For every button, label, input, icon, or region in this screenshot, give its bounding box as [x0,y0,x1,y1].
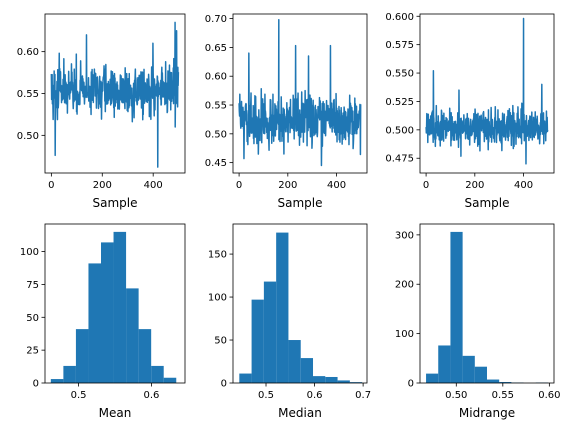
hist-mean-axes: 0.5 0.6 0 25 50 75 100 Mean [20,223,186,420]
hist-mean-bar-5 [113,231,127,383]
hist-median-xtick-label-1: 0.6 [307,390,323,401]
trace-median-axes: 0 200 400 0.45 0.50 0.55 0.60 0.65 0.70 Sample [205,13,368,210]
trace-midrange-ytick-label-4: 0.575 [385,40,414,51]
hist-median-bar-5 [300,358,314,383]
hist-median-bar-7 [325,376,338,383]
hist-median-ytick-label-1: 50 [214,336,227,347]
hist-median-bar-9 [349,382,363,383]
hist-median-bar-8 [337,380,350,383]
hist-mean-bar-4 [101,242,114,383]
hist-median-bar-2 [263,281,277,383]
hist-midrange-ytick-label-1: 100 [395,329,414,340]
hist-median-xtick-label-0: 0.5 [258,390,274,401]
hist-mean-bar-1 [63,365,76,383]
trace-midrange-axes: 0 200 400 0.475 0.500 0.525 0.550 0.575 0.600 Sam… [385,12,555,210]
trace-median-ytick-label-2: 0.55 [205,101,227,112]
hist-mean-bar-3 [88,263,101,383]
hist-mean-ytick-label-0: 0 [33,379,39,390]
trace-median-xtick-label-0: 0 [236,180,242,191]
trace-median-ytick-label-5: 0.70 [205,14,227,25]
trace-mean-ytick-label-1: 0.55 [17,89,39,100]
hist-midrange-xtick-label-0: 0.50 [445,390,467,401]
trace-midrange-ytick-label-5: 0.600 [385,12,414,23]
trace-midrange-xtick-label-0: 0 [423,180,429,191]
hist-mean-bar-0 [50,379,64,383]
hist-midrange-ytick-label-3: 300 [395,230,414,241]
hist-mean-xtick-label-0: 0.5 [71,390,87,401]
hist-median-xlabel: Median [278,406,322,420]
hist-midrange-bar-1 [438,345,451,383]
hist-mean-bar-8 [151,365,164,383]
trace-midrange-xlabel: Sample [465,196,510,210]
trace-median-ytick-label-1: 0.50 [205,129,227,140]
hist-median-bar-0 [239,373,252,383]
trace-midrange-ytick-label-2: 0.525 [385,97,414,108]
trace-midrange-ytick-label-1: 0.500 [385,125,414,136]
hist-median-xtick-label-2: 0.7 [355,390,371,401]
hist-mean-bar-7 [138,329,152,383]
hist-midrange-xtick-label-2: 0.60 [538,390,560,401]
hist-median-ytick-label-0: 0 [221,379,227,390]
trace-mean-series-line [50,21,180,168]
hist-median-ytick-label-2: 100 [208,293,227,304]
trace-midrange-frame [419,13,555,174]
trace-median-ytick-label-3: 0.60 [205,72,227,83]
hist-median-ytick-label-3: 150 [208,250,227,261]
hist-mean-ytick-label-3: 75 [26,280,39,291]
hist-mean-bar-6 [126,288,139,383]
hist-mean-xlabel: Mean [99,406,132,420]
trace-median-ytick-label-0: 0.45 [205,158,227,169]
hist-midrange-bar-3 [462,355,475,383]
hist-midrange-ytick-label-2: 200 [395,280,414,291]
hist-midrange-bar-2 [450,231,463,383]
hist-median-frame [232,223,368,384]
trace-median-xtick-label-1: 200 [278,180,297,191]
hist-mean-bar-2 [75,329,89,383]
hist-median-axes: 0.5 0.6 0.7 0 50 100 150 Median [208,223,371,420]
hist-midrange-bar-6 [499,382,512,383]
trace-median-xtick-label-2: 400 [327,180,346,191]
trace-mean-xtick-label-2: 400 [144,180,163,191]
trace-midrange-xtick-label-2: 400 [514,180,533,191]
hist-midrange-ytick-label-0: 0 [408,379,414,390]
hist-median-bar-6 [313,376,326,383]
trace-mean-xlabel: Sample [93,196,138,210]
hist-mean-bar-9 [163,377,177,383]
trace-midrange-ytick-label-3: 0.550 [385,69,414,80]
hist-mean-xtick-label-1: 0.6 [144,390,160,401]
hist-median-bar-3 [276,232,289,383]
hist-midrange-xlabel: Midrange [459,406,515,420]
trace-mean-ytick-label-0: 0.50 [17,131,39,142]
trace-median-frame [232,13,368,174]
hist-midrange-frame [419,223,555,384]
hist-midrange-bar-0 [426,373,439,383]
trace-mean-xtick-label-0: 0 [48,180,54,191]
trace-mean-ytick-label-2: 0.60 [17,47,39,58]
hist-mean-frame [44,223,186,384]
hist-mean-ytick-label-1: 25 [26,346,39,357]
trace-midrange-ytick-label-0: 0.475 [385,154,414,165]
hist-midrange-xtick-label-1: 0.55 [492,390,514,401]
hist-mean-ytick-label-2: 50 [26,313,39,324]
trace-median-xlabel: Sample [278,196,323,210]
hist-mean-ytick-label-4: 100 [20,247,39,258]
hist-midrange-bar-4 [474,366,487,383]
trace-midrange-series-line [425,17,549,165]
hist-midrange-bar-5 [487,379,500,383]
hist-midrange-axes: 0.50 0.55 0.60 0 100 200 300 Midrange [395,223,560,420]
trace-median-ytick-label-4: 0.65 [205,43,227,54]
hist-median-bar-1 [251,299,264,383]
hist-median-bar-4 [288,340,301,383]
trace-median-series-line [238,19,362,167]
trace-midrange-xtick-label-1: 200 [465,180,484,191]
trace-mean-xtick-label-1: 200 [93,180,112,191]
trace-mean-axes: 0 200 400 0.50 0.55 0.60 Sample [17,13,186,210]
